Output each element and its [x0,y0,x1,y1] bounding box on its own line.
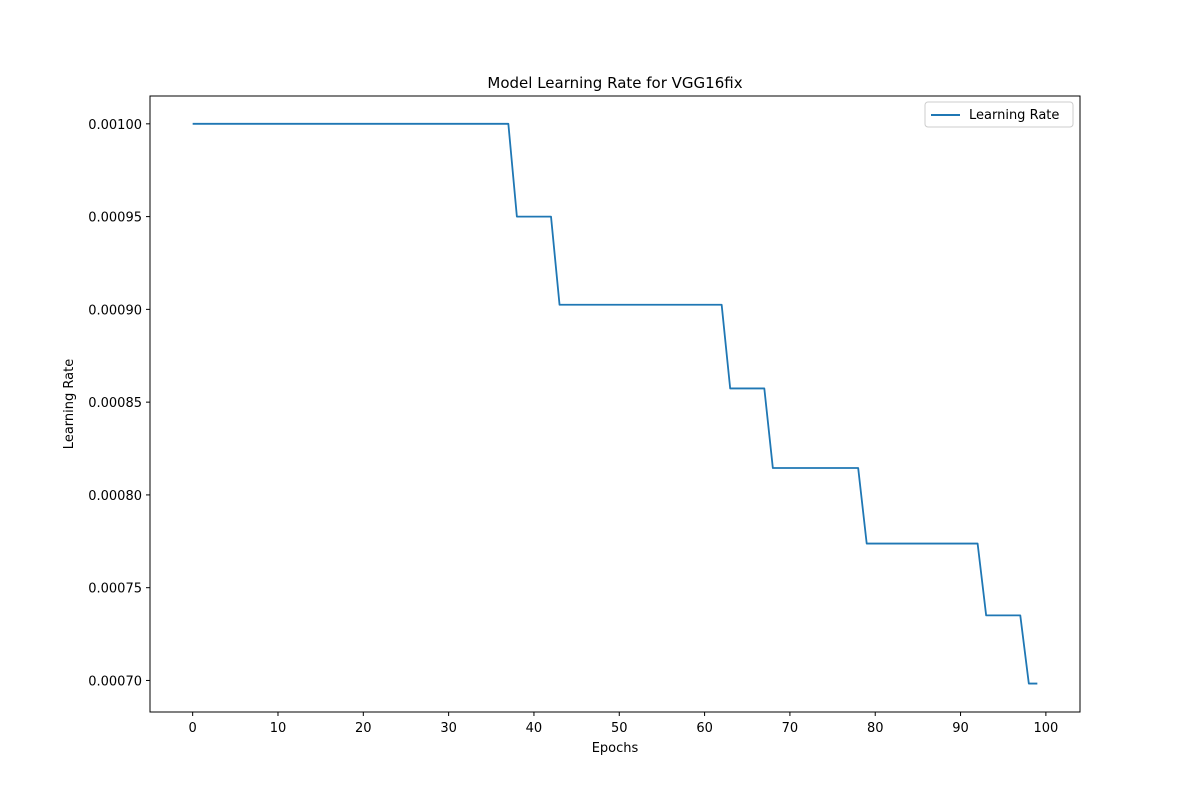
x-axis-ticks: 0 10 20 30 40 50 60 70 80 90 100 [189,712,1058,736]
x-tick-label: 70 [782,721,799,736]
y-tick-label: 0.00075 [88,582,142,597]
series-layer [192,122,1038,685]
x-tick-label: 10 [270,721,287,736]
x-tick-label: 50 [611,721,628,736]
series-line-learning-rate [192,122,1038,685]
y-tick-label: 0.00080 [88,489,142,504]
x-tick-label: 60 [696,721,713,736]
legend: Learning Rate [924,101,1074,128]
x-tick-label: 100 [1033,721,1058,736]
x-tick-label: 80 [867,721,884,736]
y-tick-label: 0.00100 [88,118,142,133]
y-tick-label: 0.00095 [88,211,142,226]
legend-label-learning-rate: Learning Rate [969,108,1059,123]
x-axis-label: Epochs [592,741,639,756]
y-axis-ticks: 0.00070 0.00075 0.00080 0.00085 0.00090 0.000… [88,118,150,689]
y-axis-label: Learning Rate [62,359,77,449]
x-tick-label: 90 [952,721,969,736]
plot-area: 0 10 20 30 40 50 60 70 80 90 100 0.000700.000750.0… [88,95,1081,736]
x-tick-label: 20 [355,721,372,736]
x-tick-label: 30 [440,721,457,736]
axes-frame [149,95,1081,713]
y-tick-label: 0.00070 [88,674,142,689]
y-tick-label: 0.00090 [88,303,142,318]
x-tick-label: 0 [189,721,197,736]
y-tick-label: 0.00085 [88,396,142,411]
legend-box [924,101,1074,128]
x-tick-label: 40 [526,721,543,736]
chart-title: Model Learning Rate for VGG16fix [487,74,742,92]
